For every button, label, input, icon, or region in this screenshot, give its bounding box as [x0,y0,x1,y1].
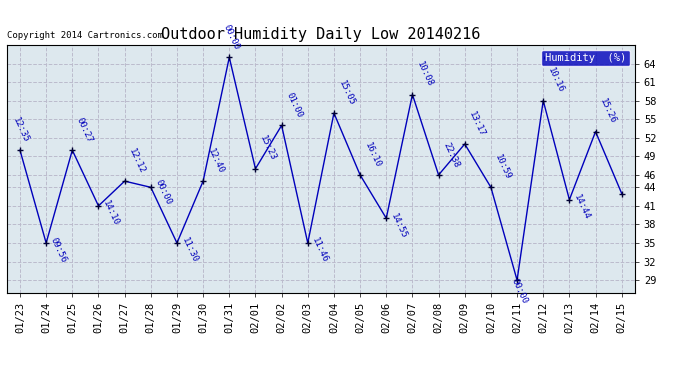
Text: 14:44: 14:44 [572,193,591,221]
Text: 10:16: 10:16 [546,66,565,94]
Text: 01:00: 01:00 [284,91,304,119]
Text: 15:05: 15:05 [337,79,356,107]
Text: 12:35: 12:35 [11,116,30,144]
Text: 00:27: 00:27 [75,116,95,144]
Text: 16:10: 16:10 [363,141,382,169]
Text: 10:59: 10:59 [493,153,513,181]
Text: 00:00: 00:00 [509,277,529,305]
Legend: Humidity  (%): Humidity (%) [541,50,629,66]
Text: 00:00: 00:00 [221,23,241,51]
Text: 12:40: 12:40 [206,147,225,175]
Text: Copyright 2014 Cartronics.com: Copyright 2014 Cartronics.com [7,31,163,40]
Text: 00:00: 00:00 [153,178,173,206]
Text: 10:08: 10:08 [415,60,435,88]
Text: 11:30: 11:30 [179,237,199,265]
Text: 14:55: 14:55 [389,212,408,240]
Text: 14:10: 14:10 [101,200,121,228]
Text: 15:23: 15:23 [258,134,277,163]
Title: Outdoor Humidity Daily Low 20140216: Outdoor Humidity Daily Low 20140216 [161,27,480,42]
Text: 09:56: 09:56 [49,237,68,265]
Text: 22:38: 22:38 [441,141,461,169]
Text: 12:12: 12:12 [127,147,147,175]
Text: 15:26: 15:26 [598,97,618,125]
Text: 11:46: 11:46 [310,237,330,265]
Text: 13:17: 13:17 [467,110,487,138]
